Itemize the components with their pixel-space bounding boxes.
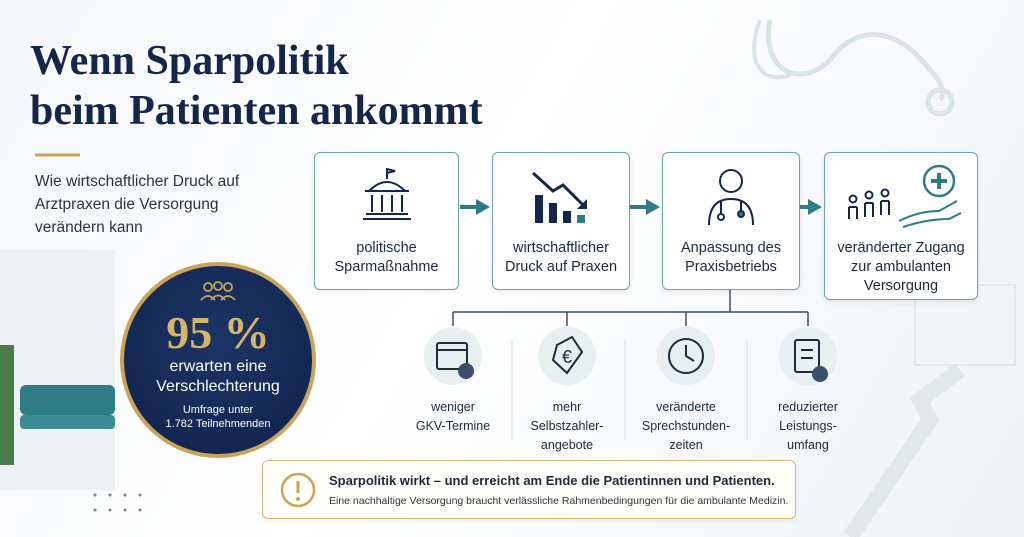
step-label: Versorgung bbox=[863, 278, 939, 294]
subtitle-line: Wie wirtschaftlicher Druck auf bbox=[35, 173, 240, 190]
step-label: politische bbox=[356, 240, 417, 256]
effect-label: reduzierter bbox=[778, 400, 838, 414]
stat-value: 95 % bbox=[166, 307, 270, 358]
title-line: beim Patienten ankommt bbox=[30, 88, 483, 134]
effect-label: Sprechstunden- bbox=[641, 419, 731, 433]
step-label: Sparmaßnahme bbox=[334, 259, 439, 275]
people-icon bbox=[200, 281, 236, 301]
step-label: zur ambulanten bbox=[851, 259, 951, 275]
step-box: Anpassung des Praxisbetriebs bbox=[662, 152, 800, 290]
step-icon bbox=[708, 169, 754, 226]
callout: Sparpolitik wirkt – und erreicht am Ende… bbox=[262, 460, 796, 519]
effect-label: angebote bbox=[540, 438, 594, 452]
subtitle: Wie wirtschaftlicher Druck auf Arztpraxe… bbox=[35, 170, 239, 239]
stat-label: Verschlechterung bbox=[156, 378, 280, 395]
stat-label: erwarten eine bbox=[169, 358, 267, 375]
effect: veränderte Sprechstunden- zeiten bbox=[621, 398, 751, 455]
effect: mehr Selbstzahler- angebote bbox=[502, 398, 632, 455]
stat-note: Umfrage unter bbox=[182, 404, 254, 416]
effect-label: veränderte bbox=[656, 400, 716, 414]
step-label: Druck auf Praxen bbox=[504, 259, 618, 275]
step-box: wirtschaftlicher Druck auf Praxen bbox=[492, 152, 630, 290]
effect-label: Selbstzahler- bbox=[530, 419, 604, 433]
effect-label: umfang bbox=[787, 438, 829, 452]
step-box: veränderter Zugang zur ambulanten Versor… bbox=[824, 152, 978, 300]
effect-label: GKV-Termine bbox=[415, 419, 491, 433]
callout-text: Eine nachhaltige Versorgung braucht verl… bbox=[329, 495, 789, 507]
effect-label: weniger bbox=[431, 400, 475, 414]
effect: weniger GKV-Termine bbox=[388, 398, 518, 436]
step-icon bbox=[848, 164, 962, 228]
step-label: Praxisbetriebs bbox=[685, 259, 777, 275]
title-line: Wenn Sparpolitik bbox=[30, 38, 349, 84]
step-label: veränderter Zugang bbox=[837, 240, 965, 256]
title: Wenn Sparpolitik beim Patienten ankommt bbox=[30, 36, 483, 136]
effect-label: Leistungs- bbox=[779, 419, 837, 433]
step-label: wirtschaftlicher bbox=[513, 240, 609, 256]
effect: reduzierter Leistungs- umfang bbox=[743, 398, 873, 455]
step-icon bbox=[531, 171, 587, 223]
subtitle-line: verändern kann bbox=[35, 219, 143, 236]
effect-label: mehr bbox=[552, 400, 582, 414]
callout-headline: Sparpolitik wirkt – und erreicht am Ende… bbox=[329, 473, 775, 488]
step-label: Anpassung des bbox=[681, 240, 781, 256]
subtitle-line: Arztpraxen die Versorgung bbox=[35, 196, 219, 213]
step-icon bbox=[363, 167, 411, 220]
stat-note: 1.782 Teilnehmenden bbox=[165, 418, 271, 430]
euro-icon: € bbox=[562, 347, 572, 367]
effect-label: zeiten bbox=[669, 438, 703, 452]
warning-icon bbox=[280, 472, 316, 508]
stat-badge: 95 % erwarten eine Verschlechterung Umfr… bbox=[120, 262, 316, 458]
step-box: politische Sparmaßnahme bbox=[314, 152, 459, 290]
